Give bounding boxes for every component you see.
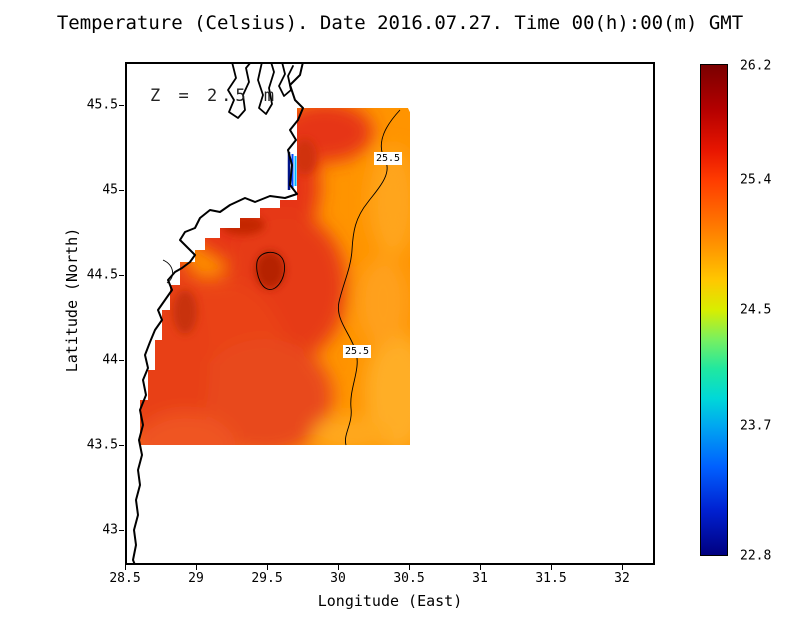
tick-mark: [119, 105, 124, 106]
coastline-main: [132, 61, 304, 566]
tick-mark: [119, 445, 124, 446]
cold-coastal-stripes: [287, 152, 297, 190]
contour-label-upper: 25.5: [374, 152, 402, 165]
x-tick-32: 32: [614, 571, 630, 586]
tick-mark: [409, 565, 410, 570]
coastline-liman-2: [257, 61, 275, 115]
coastline-liman-3: [278, 61, 294, 97]
y-tick-44: 44: [102, 352, 118, 368]
contour-closed-spot: [256, 251, 285, 290]
temperature-map-svg: [132, 61, 410, 566]
x-tick-29: 29: [188, 571, 204, 586]
x-tick-29-5: 29.5: [251, 571, 283, 586]
y-tick-45: 45: [102, 182, 118, 198]
x-axis-label: Longitude (East): [317, 592, 463, 610]
temperature-field: [140, 108, 410, 445]
colorbar-label-26-2: 26.2: [740, 58, 772, 74]
tick-mark: [125, 565, 126, 570]
y-axis-label: Latitude (North): [63, 227, 81, 373]
contour-label-lower: 25.5: [343, 345, 371, 358]
y-tick-44-5: 44.5: [86, 267, 118, 283]
colorbar-label-24-5: 24.5: [740, 302, 772, 318]
colorbar: [700, 64, 728, 556]
x-tick-31-5: 31.5: [535, 571, 567, 586]
tick-mark: [196, 565, 197, 570]
tick-mark: [551, 565, 552, 570]
map-area: [125, 61, 655, 566]
x-tick-30-5: 30.5: [393, 571, 425, 586]
depth-annotation: Z = 2.5 m: [150, 86, 279, 106]
tick-mark: [119, 275, 124, 276]
x-tick-30: 30: [330, 571, 346, 586]
tick-mark: [119, 190, 124, 191]
plot-title: Temperature (Celsius). Date 2016.07.27. …: [56, 12, 744, 34]
tick-mark: [622, 565, 623, 570]
tick-mark: [119, 530, 124, 531]
colorbar-label-23-7: 23.7: [740, 418, 772, 434]
y-tick-45-5: 45.5: [86, 97, 118, 113]
y-tick-43-5: 43.5: [86, 437, 118, 453]
y-tick-43: 43: [102, 522, 118, 538]
tick-mark: [119, 360, 124, 361]
tick-mark: [480, 565, 481, 570]
x-tick-31: 31: [472, 571, 488, 586]
x-tick-28-5: 28.5: [109, 571, 141, 586]
colorbar-label-22-8: 22.8: [740, 548, 772, 564]
coastline: [132, 61, 304, 566]
tick-mark: [338, 565, 339, 570]
colorbar-label-25-4: 25.4: [740, 172, 772, 188]
coastline-liman-1: [227, 61, 252, 119]
tick-mark: [267, 565, 268, 570]
